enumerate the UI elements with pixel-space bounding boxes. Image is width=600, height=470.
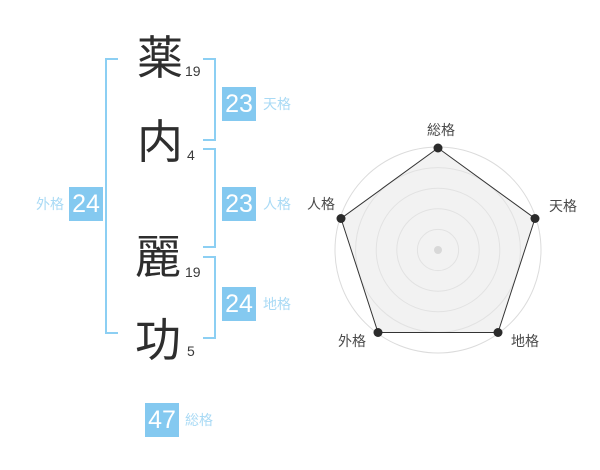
jinkaku-bracket: [203, 148, 216, 248]
radar-axis-label-tenkaku: 天格: [549, 198, 577, 214]
radar-data-point: [530, 214, 540, 223]
radar-axis-label-chikaku: 地格: [511, 333, 539, 349]
name-character-2: 内: [137, 116, 183, 168]
name-character-3: 麗: [135, 231, 181, 283]
chikaku-label: 地格: [263, 296, 291, 312]
chikaku-value-badge: 24: [222, 287, 256, 321]
name-character-1: 薬: [137, 32, 183, 84]
name-character-4: 功: [135, 314, 181, 366]
radar-polygon: [340, 147, 536, 333]
radar-axis-label-jinkaku: 人格: [307, 196, 335, 212]
gaikaku-label: 外格: [36, 196, 64, 212]
gaikaku-bracket: [105, 58, 118, 334]
stroke-count-2: 4: [187, 147, 195, 163]
radar-data-point: [373, 328, 383, 337]
radar-data-point: [433, 143, 443, 153]
radar-data-series: [336, 143, 540, 337]
tenkaku-label: 天格: [263, 96, 291, 112]
jinkaku-value-badge: 23: [222, 187, 256, 221]
radar-data-point: [493, 328, 503, 337]
chikaku-bracket: [203, 256, 216, 339]
radar-axis-label-gaikaku: 外格: [338, 333, 366, 349]
tenkaku-bracket: [203, 58, 216, 141]
stroke-count-3: 19: [185, 264, 201, 280]
tenkaku-value-badge: 23: [222, 87, 256, 121]
stroke-count-4: 5: [187, 343, 195, 359]
soukaku-value-badge: 47: [145, 403, 179, 437]
jinkaku-label: 人格: [263, 196, 291, 212]
gaikaku-value-badge: 24: [69, 187, 103, 221]
stroke-count-1: 19: [185, 63, 201, 79]
radar-data-point: [336, 214, 346, 223]
radar-axis-label-soukaku: 総格: [427, 122, 455, 138]
radar-chart: [334, 143, 542, 354]
soukaku-label: 総格: [185, 412, 213, 428]
